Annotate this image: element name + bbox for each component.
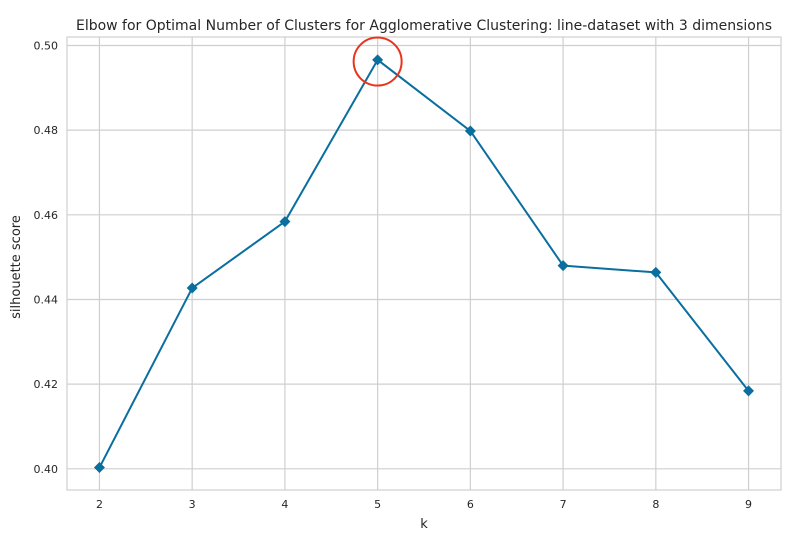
y-tick-label: 0.42	[34, 378, 59, 391]
x-tick-labels: 2 3 4 5 6 7 8 9	[96, 498, 752, 511]
data-point-k7	[557, 260, 569, 272]
y-tick-labels: 0.40 0.42 0.44 0.46 0.48 0.50	[34, 39, 59, 475]
y-tick-label: 0.44	[34, 293, 59, 306]
data-point-k8	[650, 266, 662, 278]
y-tick-label: 0.40	[34, 463, 59, 476]
x-axis-label: k	[420, 517, 428, 532]
x-tick-label: 7	[560, 498, 567, 511]
plot-frame	[66, 36, 782, 491]
x-tick-label: 4	[281, 498, 288, 511]
series-line	[98, 58, 750, 469]
grid-lines	[67, 37, 781, 490]
x-tick-label: 9	[745, 498, 752, 511]
data-point-k4	[279, 216, 291, 228]
series-score	[93, 54, 755, 474]
x-tick-label: 2	[96, 498, 103, 511]
y-axis-label: silhouette score	[9, 215, 24, 319]
y-tick-label: 0.50	[34, 39, 59, 52]
data-point-k5	[372, 54, 384, 66]
optimal-k-highlight-circle	[352, 36, 403, 87]
y-tick-label: 0.46	[34, 209, 59, 222]
x-tick-label: 3	[189, 498, 196, 511]
data-point-k3	[186, 282, 198, 294]
x-tick-label: 8	[652, 498, 659, 511]
y-tick-label: 0.48	[34, 124, 59, 137]
highlight-layer	[352, 36, 403, 87]
x-tick-label: 5	[374, 498, 381, 511]
data-point-k9	[743, 385, 755, 397]
data-point-k2	[93, 462, 105, 474]
chart-title: Elbow for Optimal Number of Clusters for…	[76, 18, 772, 34]
x-tick-label: 6	[467, 498, 474, 511]
data-point-k6	[464, 125, 476, 137]
